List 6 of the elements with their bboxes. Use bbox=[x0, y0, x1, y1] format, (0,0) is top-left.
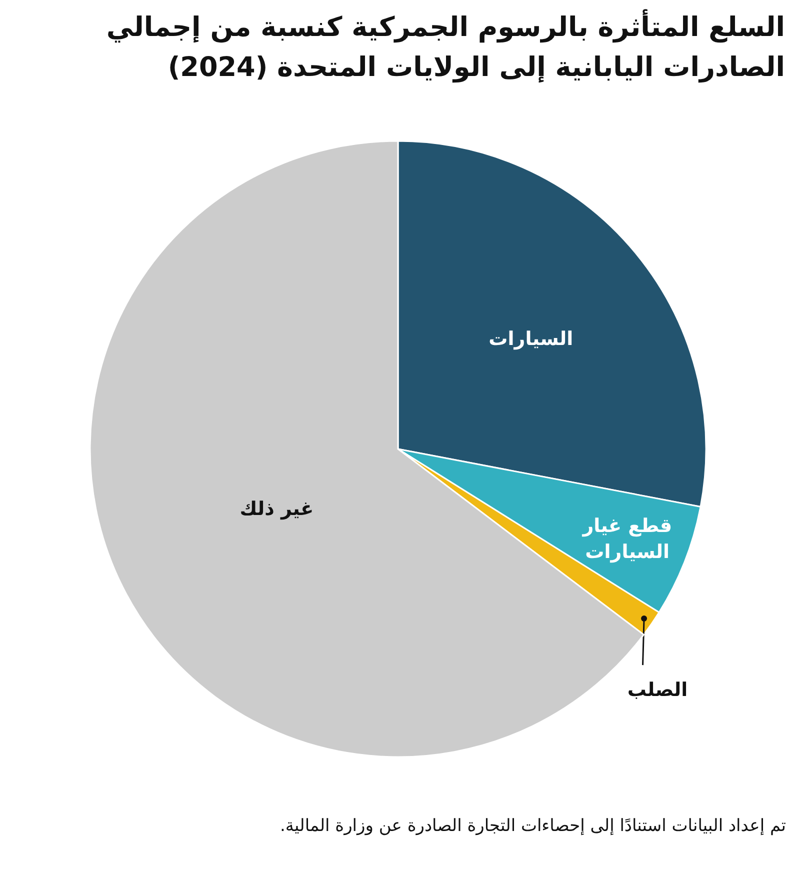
slice-label: غير ذلك bbox=[240, 497, 314, 522]
text: تم إعداد البيانات استنادًا إلى إحصاءات التجارة الصادرة عن وزارة المالية. bbox=[279, 815, 786, 838]
slice-label: السيارات bbox=[488, 327, 574, 352]
slice-label: الصلب bbox=[627, 678, 688, 703]
chart-title: السلع المتأثرة بالرسوم الجمركية كنسبة من إجمالي الصادرات اليابانية إلى الولايات المتحدة (2024) bbox=[105, 8, 785, 85]
slice-label: قطع غيار السيارات bbox=[581, 514, 674, 565]
